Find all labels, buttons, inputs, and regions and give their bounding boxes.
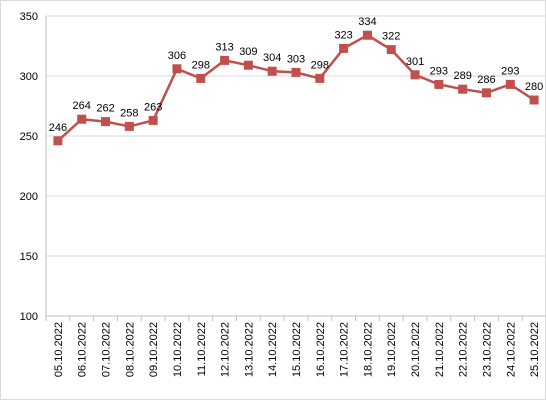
x-tick-label: 24.10.2022 [505,322,517,377]
data-point-marker [243,60,253,70]
data-label: 306 [168,50,186,62]
x-tick-label: 22.10.2022 [458,322,470,377]
x-tick-label: 21.10.2022 [434,322,446,377]
y-tick-label: 150 [20,251,38,263]
data-label: 263 [144,101,162,113]
data-label: 322 [382,31,400,43]
data-label: 323 [334,29,352,41]
y-tick-label: 200 [20,191,38,203]
data-point-marker [267,66,277,76]
data-label: 293 [430,65,448,77]
data-point-marker [101,117,111,127]
data-point-marker [529,95,539,105]
x-tick-label: 05.10.2022 [53,322,65,377]
x-tick-label: 08.10.2022 [124,322,136,377]
y-tick-label: 100 [20,311,38,323]
x-tick-label: 12.10.2022 [220,322,232,377]
data-labels: 246 264 262 258 263 306 298 313 309 304 303 298 323 3… [49,16,544,134]
data-point-marker [124,121,134,131]
x-tick-label: 09.10.2022 [148,322,160,377]
x-tick-label: 20.10.2022 [410,322,422,377]
x-tick-label: 17.10.2022 [339,322,351,377]
y-tick-label: 350 [20,11,38,23]
data-point-marker [458,84,468,94]
data-label: 258 [120,107,138,119]
x-tick-label: 06.10.2022 [77,322,89,377]
data-label: 286 [477,74,495,86]
gridlines [46,15,545,257]
y-tick-label: 250 [20,131,38,143]
data-label: 313 [215,41,233,53]
data-point-marker [339,43,349,53]
data-label: 309 [239,46,257,58]
x-tick-label: 18.10.2022 [362,322,374,377]
data-point-marker [362,30,372,40]
data-point-marker [53,136,63,146]
data-point-marker [434,79,444,89]
x-tick-label: 11.10.2022 [196,322,208,376]
data-point-marker [77,114,87,124]
data-point-marker [148,115,158,125]
data-label: 303 [287,53,305,65]
y-tick-label: 300 [20,71,38,83]
data-label: 298 [192,59,210,71]
x-tick-label: 10.10.2022 [172,322,184,377]
data-label: 280 [525,81,543,93]
data-label: 298 [311,59,329,71]
data-label: 304 [263,52,281,64]
series [53,30,539,146]
data-point-marker [315,73,325,83]
data-point-marker [196,73,206,83]
axes [45,16,546,321]
x-tick-label: 16.10.2022 [315,322,327,377]
data-label: 289 [453,70,471,82]
data-label: 246 [49,122,67,134]
data-point-marker [505,79,515,89]
data-point-marker [481,88,491,98]
x-tick-label: 19.10.2022 [386,322,398,377]
data-label: 264 [73,100,91,112]
y-axis-ticks: 100 150 200 250 300 350 [20,11,38,323]
x-tick-label: 13.10.2022 [243,322,255,377]
x-axis-ticks: 05.10.2022 06.10.2022 07.10.2022 08.10.2022… [53,322,541,377]
data-label: 301 [406,56,424,68]
data-label: 293 [501,65,519,77]
x-tick-label: 07.10.2022 [101,322,113,377]
data-label: 334 [358,16,376,28]
x-tick-label: 14.10.2022 [267,322,279,377]
data-point-marker [386,45,396,55]
x-tick-label: 15.10.2022 [291,322,303,377]
data-point-marker [291,67,301,77]
data-label: 262 [96,103,114,115]
data-point-marker [220,55,230,65]
x-tick-label: 25.10.2022 [529,322,541,377]
data-point-marker [172,64,182,74]
x-tick-label: 23.10.2022 [481,322,493,377]
data-point-marker [410,70,420,80]
